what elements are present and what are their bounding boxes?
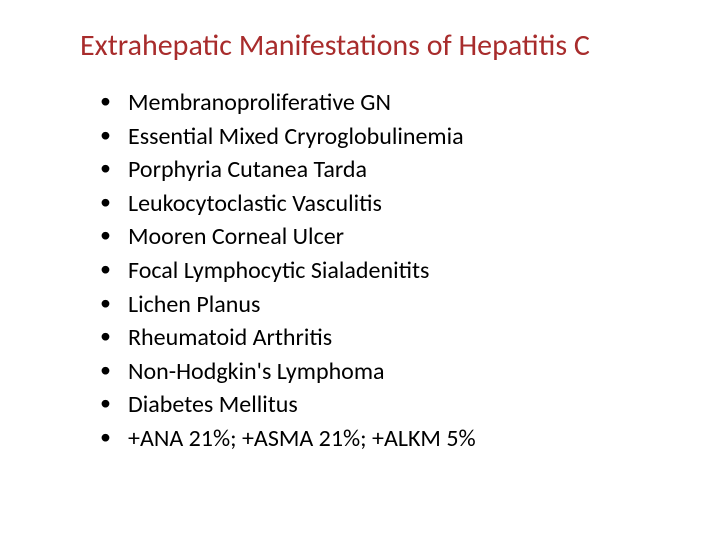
list-item-text: Lichen Planus [128,290,260,319]
list-item: Focal Lymphocytic Sialadenitits [100,254,680,288]
slide-title: Extrahepatic Manifestations of Hepatitis… [80,28,680,64]
list-item-text: Diabetes Mellitus [128,390,298,419]
list-item-text: Leukocytoclastic Vasculitis [128,189,382,218]
list-item: Leukocytoclastic Vasculitis [100,187,680,221]
bullet-list: Membranoproliferative GN Essential Mixed… [80,86,680,456]
list-item: Lichen Planus [100,288,680,322]
list-item-text: Focal Lymphocytic Sialadenitits [128,256,429,285]
list-item: Mooren Corneal Ulcer [100,220,680,254]
list-item-text: +ANA 21%; +ASMA 21%; +ALKM 5% [128,424,476,453]
list-item-text: Porphyria Cutanea Tarda [128,155,367,184]
list-item: +ANA 21%; +ASMA 21%; +ALKM 5% [100,422,680,456]
list-item-text: Rheumatoid Arthritis [128,323,332,352]
list-item: Membranoproliferative GN [100,86,680,120]
list-item-text: Mooren Corneal Ulcer [128,222,344,251]
list-item-text: Membranoproliferative GN [128,88,391,117]
list-item-text: Non-Hodgkin's Lymphoma [128,357,385,386]
slide: Extrahepatic Manifestations of Hepatitis… [0,0,720,540]
list-item: Essential Mixed Cryroglobulinemia [100,120,680,154]
list-item: Porphyria Cutanea Tarda [100,153,680,187]
list-item-text: Essential Mixed Cryroglobulinemia [128,122,464,151]
list-item: Diabetes Mellitus [100,388,680,422]
list-item: Non-Hodgkin's Lymphoma [100,355,680,389]
list-item: Rheumatoid Arthritis [100,321,680,355]
